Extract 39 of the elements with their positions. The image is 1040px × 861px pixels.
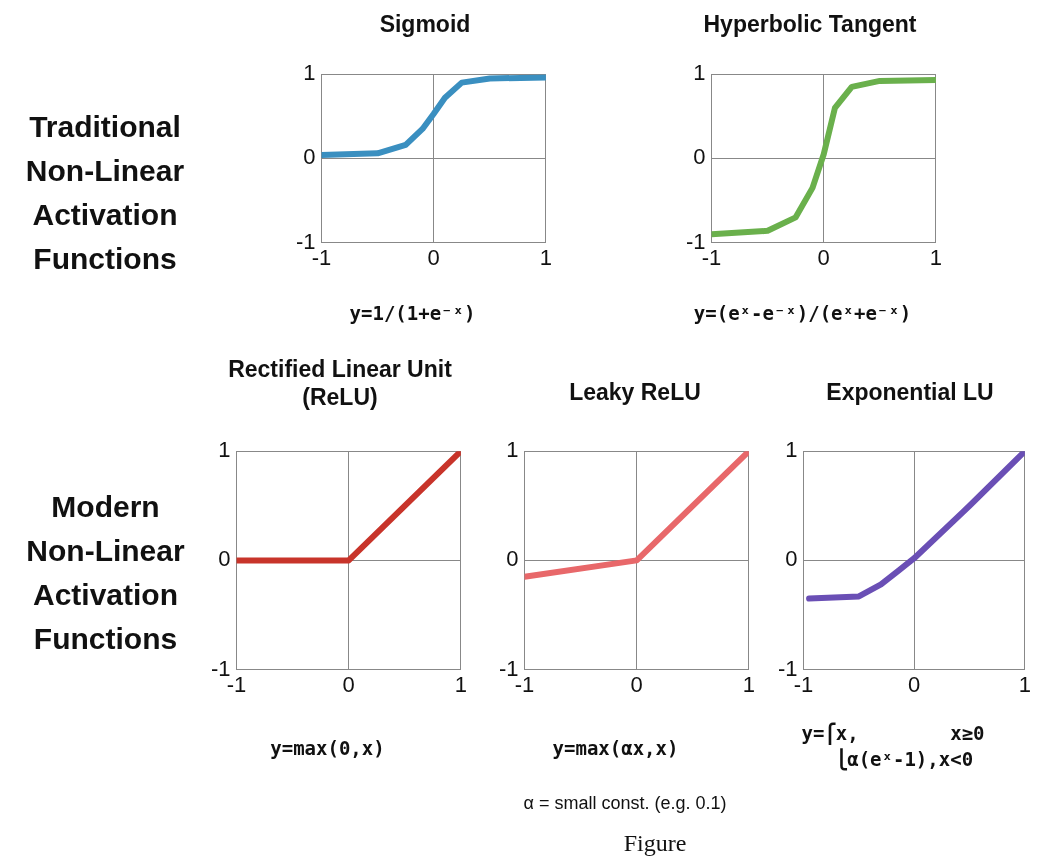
x-axis-title: y=(eˣ-e⁻ˣ)/(eˣ+e⁻ˣ) (692, 301, 913, 326)
x-axis-title: y=max(0,x) (269, 736, 386, 761)
y-tick-label: 0 (218, 546, 231, 572)
x-tick-label: 0 (817, 244, 830, 270)
y-tick-label: 0 (303, 144, 316, 170)
y-tick-label: 1 (785, 437, 798, 463)
x-axis-title: y=⎧x, x≥0 ⎩α(eˣ-1),x<0 (800, 721, 986, 772)
x-tick-label: 1 (929, 244, 943, 270)
x-axis-title: y=max(αx,x) (551, 736, 680, 761)
chart-title: Leaky ReLU (568, 378, 702, 406)
y-tick-label: -1 (778, 655, 798, 681)
x-tick-label: 0 (427, 244, 440, 270)
y-tick-label: 0 (506, 546, 519, 572)
y-tick-label: -1 (499, 655, 519, 681)
chart-title: Hyperbolic Tangent (702, 10, 918, 38)
text: Traditional Non-Linear Activation Functions (24, 109, 186, 277)
y-tick-label: 1 (218, 437, 231, 463)
text: Modern Non-Linear Activation Functions (25, 489, 186, 657)
y-tick-label: -1 (296, 228, 316, 254)
x-tick-label: 0 (630, 671, 643, 697)
chart-title: Exponential LU (825, 378, 995, 406)
y-tick-label: 1 (506, 437, 519, 463)
y-tick-label: 1 (303, 60, 316, 86)
x-tick-label: 1 (454, 671, 468, 697)
x-tick-label: 0 (908, 671, 921, 697)
y-tick-label: -1 (211, 655, 231, 681)
y-tick-label: 1 (693, 60, 706, 86)
y-tick-label: 0 (693, 144, 706, 170)
chart-title: Sigmoid (378, 10, 472, 38)
y-tick-label: -1 (686, 228, 706, 254)
y-tick-label: 0 (785, 546, 798, 572)
x-tick-label: 0 (342, 671, 355, 697)
text: Figure (622, 829, 688, 858)
x-tick-label: 1 (1018, 671, 1032, 697)
x-tick-label: 1 (742, 671, 756, 697)
x-tick-label: 1 (539, 244, 553, 270)
chart-title: Rectified Linear Unit (ReLU) (227, 355, 453, 411)
x-axis-title: y=1/(1+e⁻ˣ) (348, 301, 477, 326)
text: α = small const. (e.g. 0.1) (522, 792, 728, 815)
